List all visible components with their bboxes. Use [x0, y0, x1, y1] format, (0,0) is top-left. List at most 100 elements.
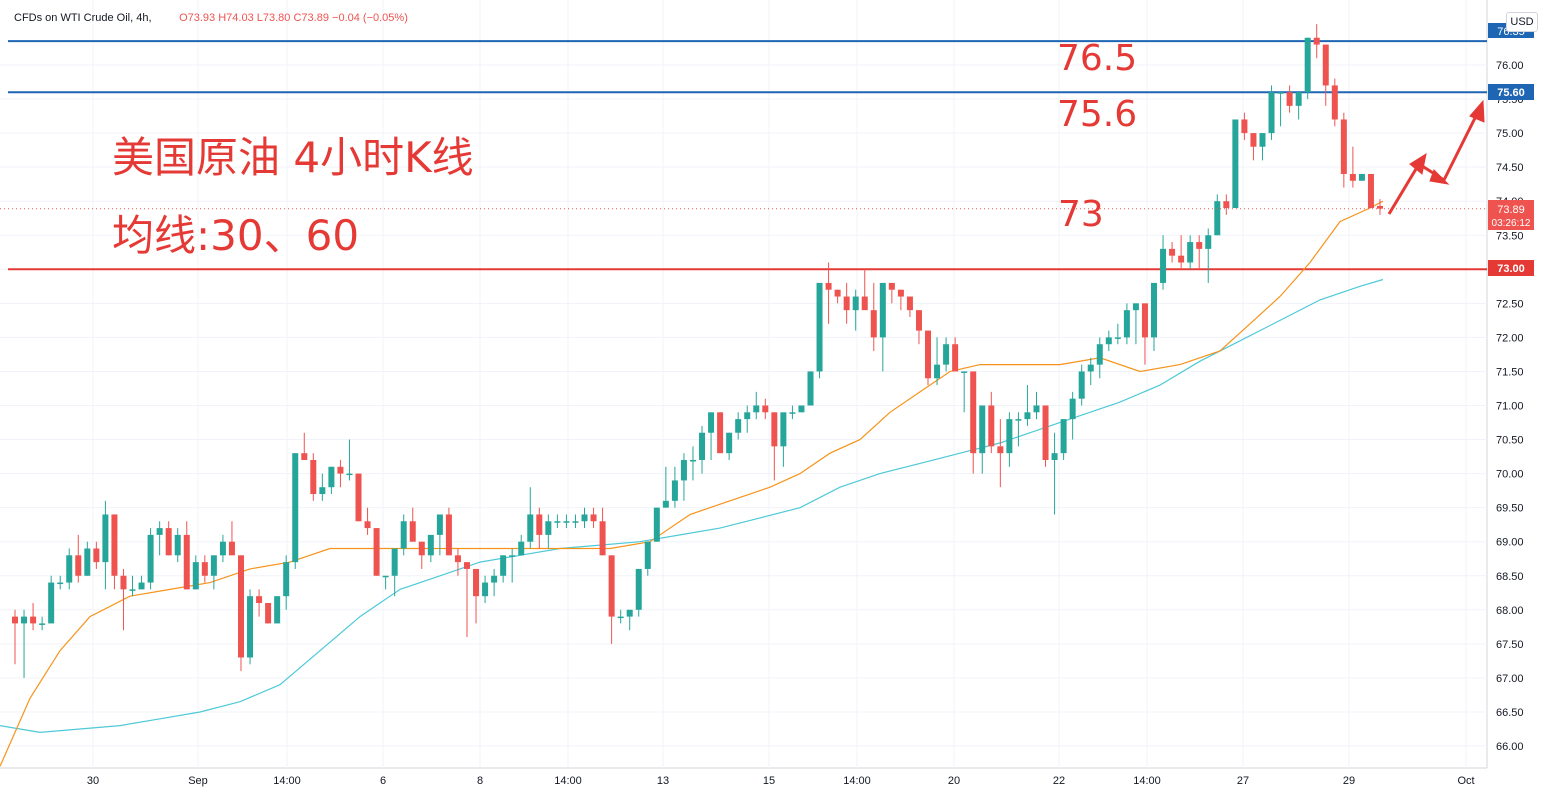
time-tick-label: 6: [380, 775, 386, 787]
ma60-line: [0, 278, 1384, 734]
last-price-tag: 73.89: [1497, 204, 1525, 216]
price-tick-label: 66.50: [1496, 707, 1524, 719]
symbol-label[interactable]: CFDs on WTI Crude Oil, 4h,: [14, 12, 152, 24]
candle-body: [816, 282, 823, 372]
arrow-head-2: [1429, 169, 1450, 185]
candle-body: [500, 555, 507, 576]
last-price-tag-bg: [1488, 200, 1534, 230]
candle-body: [75, 555, 82, 576]
candle-body: [897, 289, 904, 297]
candle-body: [879, 282, 886, 338]
candle-body: [1241, 119, 1248, 134]
price-tick-label: 67.50: [1496, 639, 1524, 651]
candle-body: [1304, 37, 1311, 93]
candle-body: [292, 453, 299, 563]
annotation-ma-label: 均线:30、60: [112, 211, 359, 260]
candle-body: [328, 466, 335, 488]
candle-body: [93, 548, 100, 563]
candle-body: [644, 541, 651, 569]
open-value: O73.93: [179, 12, 216, 24]
price-tick-label: 66.00: [1496, 741, 1524, 753]
candle-body: [102, 514, 109, 563]
candle-body: [1060, 419, 1067, 454]
candle-body: [283, 562, 290, 597]
candle-body: [825, 282, 832, 290]
candle-body: [626, 609, 633, 617]
candle-body: [1313, 37, 1320, 45]
candle-body: [1132, 303, 1139, 311]
low-value: L73.80: [256, 12, 291, 24]
candle-body: [355, 473, 362, 522]
candle-body: [1331, 85, 1338, 120]
time-tick-label: 14:00: [843, 775, 871, 787]
plot-area[interactable]: [0, 0, 1487, 768]
price-tick-label: 71.00: [1496, 401, 1524, 413]
candle-body: [888, 282, 895, 290]
candle-body: [454, 555, 461, 563]
candle-body: [30, 616, 37, 624]
candle-body: [699, 432, 706, 460]
candle-body: [509, 555, 516, 557]
horizontal-lines[interactable]: [8, 40, 1487, 271]
candle-body: [545, 521, 552, 535]
candle-body: [111, 514, 118, 576]
candle-body: [1295, 92, 1302, 106]
annotation-level-765: 76.5: [1057, 38, 1137, 79]
currency-button[interactable]: USD: [1506, 12, 1538, 32]
candle-body: [1367, 173, 1374, 209]
candle-body: [1250, 133, 1257, 147]
forecast-arrow-path: [1387, 99, 1485, 215]
candle-body: [1349, 173, 1356, 181]
candle-body: [599, 521, 606, 556]
arrow-head-3: [1469, 99, 1485, 123]
price-tick-label: 69.00: [1496, 537, 1524, 549]
candle-body: [979, 405, 986, 454]
candle-body: [961, 371, 968, 373]
price-tick-label: 67.00: [1496, 673, 1524, 685]
candle-body: [39, 623, 46, 625]
time-tick-label: 14:00: [554, 775, 582, 787]
price-tick-label: 72.00: [1496, 332, 1524, 344]
candle-body: [717, 412, 724, 454]
candle-body: [671, 480, 678, 501]
candle-body: [228, 541, 235, 556]
candle-body: [174, 534, 181, 556]
candle-body: [762, 405, 769, 413]
candle-body: [563, 521, 570, 523]
price-tick-label: 69.50: [1496, 503, 1524, 515]
candle-body: [653, 507, 660, 542]
candle-body: [66, 555, 73, 583]
time-tick-label: 8: [477, 775, 483, 787]
candle-body: [527, 514, 534, 542]
candle-body: [1151, 282, 1158, 338]
price-tick-label: 74.50: [1496, 162, 1524, 174]
arrow-head-1: [1409, 152, 1427, 175]
change-value: −0.04 (−0.05%): [332, 12, 408, 24]
candle-body: [1078, 371, 1085, 399]
candle-body: [1096, 344, 1103, 365]
candle-body: [473, 568, 480, 597]
candle-body: [798, 405, 805, 413]
candle-body: [1178, 255, 1185, 263]
candle-body: [1169, 248, 1176, 256]
candle-body: [418, 541, 425, 556]
candle-body: [689, 459, 696, 462]
candle-body: [1051, 453, 1058, 460]
high-value: H74.03: [218, 12, 254, 24]
price-tick-label: 70.50: [1496, 435, 1524, 447]
candle-body: [536, 514, 543, 535]
time-tick-label: Sep: [188, 775, 208, 787]
candle-body: [590, 514, 597, 522]
candle-body: [1223, 201, 1230, 209]
candle-body: [310, 459, 317, 495]
candle-body: [617, 616, 624, 619]
candle-body: [319, 487, 326, 495]
candle-body: [1377, 205, 1383, 209]
candle-body: [138, 582, 145, 590]
time-tick-label: 27: [1237, 775, 1249, 787]
candle-body: [265, 602, 272, 624]
candle-body: [210, 555, 217, 576]
time-tick-label: Oct: [1457, 775, 1474, 787]
